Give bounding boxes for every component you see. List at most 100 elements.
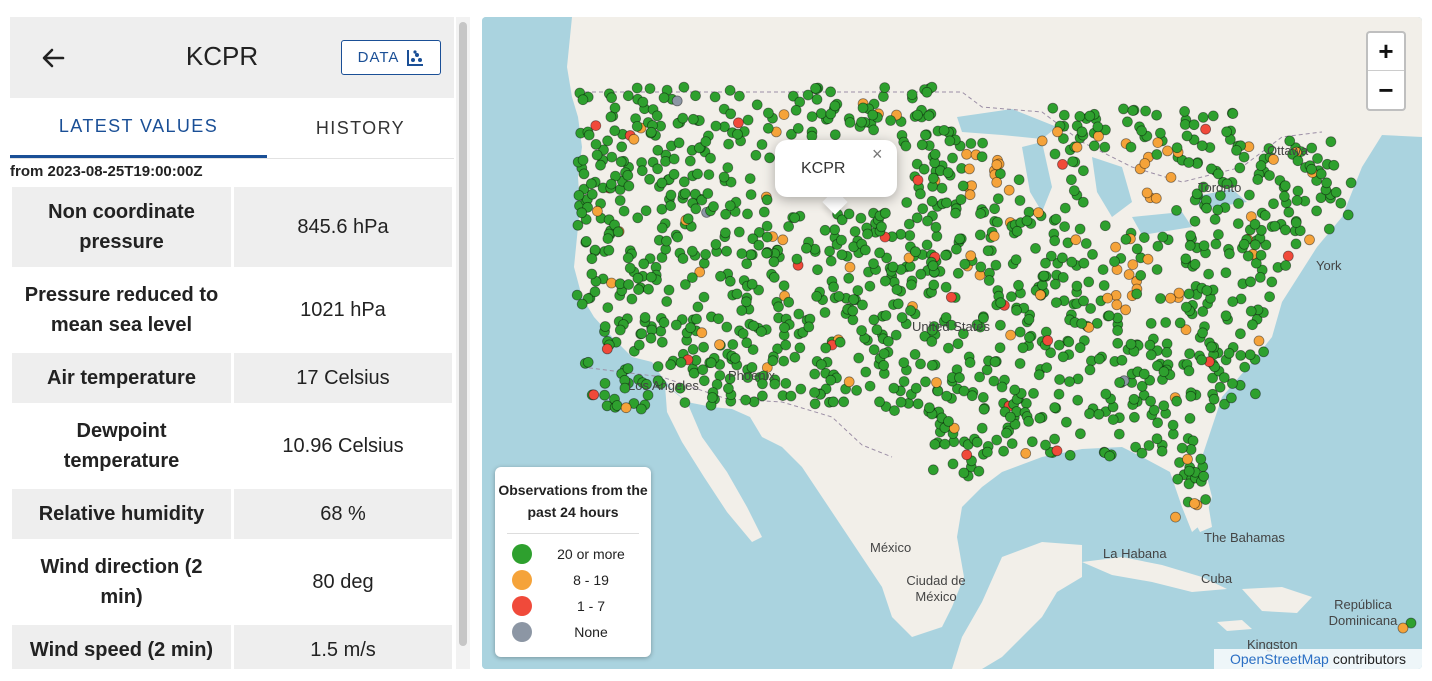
station-marker[interactable]	[715, 270, 726, 282]
station-marker[interactable]	[1020, 447, 1032, 459]
station-marker[interactable]	[1220, 310, 1232, 322]
station-marker[interactable]	[1006, 291, 1017, 303]
station-marker[interactable]	[756, 378, 768, 390]
station-marker[interactable]	[1282, 250, 1294, 262]
station-marker[interactable]	[876, 221, 887, 233]
station-marker[interactable]	[879, 207, 891, 219]
station-marker[interactable]	[622, 363, 634, 374]
station-marker[interactable]	[724, 275, 736, 287]
station-marker[interactable]	[761, 231, 773, 243]
station-marker[interactable]	[942, 167, 954, 178]
station-marker[interactable]	[624, 262, 636, 274]
station-marker[interactable]	[941, 390, 953, 402]
station-marker[interactable]	[957, 328, 969, 340]
station-marker[interactable]	[950, 207, 961, 219]
station-marker[interactable]	[787, 90, 799, 102]
station-marker[interactable]	[679, 188, 691, 199]
station-marker[interactable]	[1152, 360, 1163, 372]
station-marker[interactable]	[665, 189, 677, 201]
station-marker[interactable]	[992, 193, 1004, 205]
station-marker[interactable]	[633, 339, 645, 351]
station-marker[interactable]	[1064, 449, 1076, 461]
station-marker[interactable]	[991, 434, 1003, 446]
station-marker[interactable]	[815, 359, 827, 370]
station-marker[interactable]	[943, 415, 954, 427]
station-marker[interactable]	[1280, 260, 1292, 271]
station-marker[interactable]	[1050, 213, 1062, 225]
station-marker[interactable]	[871, 324, 883, 336]
station-marker[interactable]	[976, 151, 988, 163]
station-marker[interactable]	[1218, 372, 1230, 384]
station-marker[interactable]	[1123, 269, 1135, 280]
station-marker[interactable]	[1306, 142, 1318, 154]
station-marker[interactable]	[938, 125, 950, 136]
station-marker[interactable]	[1110, 241, 1121, 253]
station-marker[interactable]	[745, 189, 757, 201]
station-marker[interactable]	[931, 230, 943, 242]
station-marker[interactable]	[1238, 151, 1250, 163]
station-marker[interactable]	[1116, 354, 1128, 366]
station-marker[interactable]	[959, 258, 971, 270]
station-marker[interactable]	[819, 307, 831, 318]
station-marker[interactable]	[1047, 102, 1059, 114]
station-marker[interactable]	[1179, 106, 1190, 117]
map-view[interactable]: Ottawa Toronto York México Ciudad de Méx…	[482, 17, 1422, 669]
station-marker[interactable]	[1203, 268, 1214, 280]
station-marker[interactable]	[940, 312, 952, 323]
station-marker[interactable]	[1049, 278, 1061, 290]
station-marker[interactable]	[1113, 428, 1125, 440]
station-marker[interactable]	[1263, 143, 1275, 154]
station-marker[interactable]	[615, 156, 627, 168]
station-marker[interactable]	[718, 171, 730, 183]
station-marker[interactable]	[1152, 137, 1164, 148]
station-marker[interactable]	[825, 86, 837, 98]
station-marker[interactable]	[1207, 372, 1218, 384]
station-marker[interactable]	[1252, 174, 1264, 186]
station-marker[interactable]	[929, 438, 941, 450]
station-marker[interactable]	[1057, 158, 1068, 170]
station-marker[interactable]	[1156, 445, 1168, 457]
station-marker[interactable]	[867, 109, 879, 121]
station-marker[interactable]	[1011, 225, 1023, 237]
station-marker[interactable]	[1023, 206, 1035, 218]
station-marker[interactable]	[1150, 192, 1162, 204]
station-marker[interactable]	[941, 197, 952, 209]
station-marker[interactable]	[939, 438, 951, 450]
station-marker[interactable]	[891, 284, 903, 296]
station-marker[interactable]	[878, 359, 890, 371]
station-marker[interactable]	[778, 355, 790, 367]
station-marker[interactable]	[1036, 135, 1048, 147]
station-marker[interactable]	[1014, 195, 1026, 206]
station-marker[interactable]	[1155, 293, 1166, 304]
station-marker[interactable]	[919, 129, 931, 141]
station-marker[interactable]	[673, 137, 685, 149]
station-marker[interactable]	[1063, 336, 1075, 348]
station-marker[interactable]	[768, 271, 780, 283]
station-marker[interactable]	[1187, 435, 1199, 447]
station-marker[interactable]	[1129, 411, 1140, 423]
station-marker[interactable]	[595, 159, 606, 171]
station-marker[interactable]	[1165, 292, 1176, 304]
station-marker[interactable]	[930, 221, 942, 233]
station-marker[interactable]	[829, 129, 841, 141]
station-marker[interactable]	[915, 358, 926, 370]
station-marker[interactable]	[1171, 395, 1183, 407]
station-marker[interactable]	[1191, 188, 1203, 200]
station-marker[interactable]	[1171, 204, 1182, 216]
station-marker[interactable]	[692, 168, 703, 180]
station-marker[interactable]	[1152, 240, 1164, 252]
station-marker[interactable]	[1249, 239, 1261, 251]
station-marker[interactable]	[778, 280, 790, 292]
station-marker[interactable]	[1181, 130, 1193, 142]
station-marker[interactable]	[1291, 195, 1303, 206]
station-marker[interactable]	[644, 173, 656, 185]
station-marker[interactable]	[849, 226, 861, 237]
station-marker[interactable]	[880, 310, 892, 321]
station-marker[interactable]	[1041, 362, 1053, 374]
station-marker[interactable]	[1256, 224, 1267, 236]
station-marker[interactable]	[741, 258, 753, 270]
station-marker[interactable]	[711, 379, 723, 390]
station-marker[interactable]	[1128, 393, 1140, 405]
station-marker[interactable]	[995, 168, 1006, 180]
station-marker[interactable]	[1254, 271, 1266, 283]
